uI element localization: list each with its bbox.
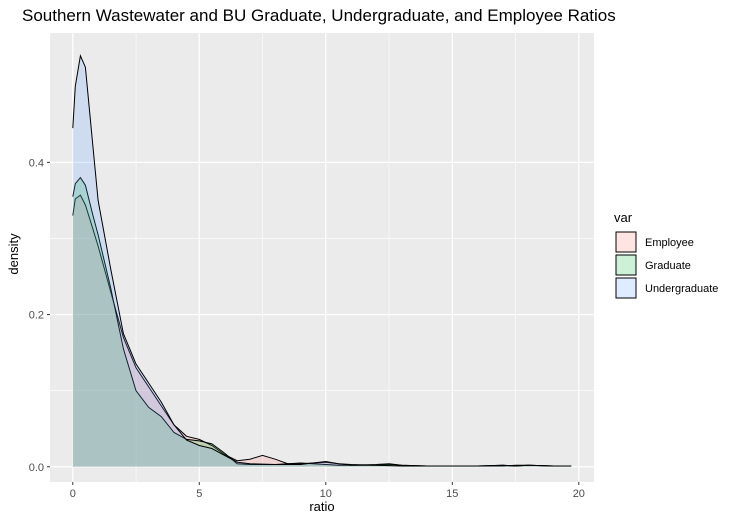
x-tick-label: 5 — [196, 488, 202, 500]
x-tick-label: 0 — [70, 488, 76, 500]
x-axis: 0 5 10 15 20 — [70, 482, 585, 500]
density-area-undergraduate — [72, 55, 572, 467]
y-tick-label: 0.4 — [29, 157, 44, 169]
y-axis: 0.0 0.2 0.4 — [29, 157, 50, 474]
legend: var Employee Graduate Undergraduate — [614, 210, 718, 299]
legend-label-graduate: Graduate — [645, 260, 691, 272]
grid-lines — [50, 33, 594, 482]
x-tick-label: 10 — [320, 488, 332, 500]
plot-panel — [50, 33, 594, 482]
legend-label-undergraduate: Undergraduate — [645, 283, 718, 295]
y-axis-title: density — [6, 233, 21, 275]
density-areas — [72, 54, 572, 467]
density-line-undergraduate — [72, 54, 572, 467]
x-tick-label: 20 — [573, 488, 585, 500]
chart-title: Southern Wastewater and BU Graduate, Und… — [22, 6, 616, 25]
legend-key-bg — [615, 231, 637, 253]
x-tick-label: 15 — [446, 488, 458, 500]
y-tick-label: 0.0 — [29, 462, 44, 474]
legend-key-bg — [615, 254, 637, 276]
legend-key-bg — [615, 277, 637, 299]
legend-label-employee: Employee — [645, 237, 694, 249]
legend-key-undergraduate — [615, 277, 637, 299]
density-area-graduate — [72, 177, 572, 467]
legend-key-employee — [615, 231, 637, 253]
y-tick-label: 0.2 — [29, 310, 44, 322]
x-axis-title: ratio — [309, 499, 334, 514]
legend-key-graduate — [615, 254, 637, 276]
density-area-employee — [72, 195, 572, 467]
legend-title: var — [614, 210, 633, 225]
